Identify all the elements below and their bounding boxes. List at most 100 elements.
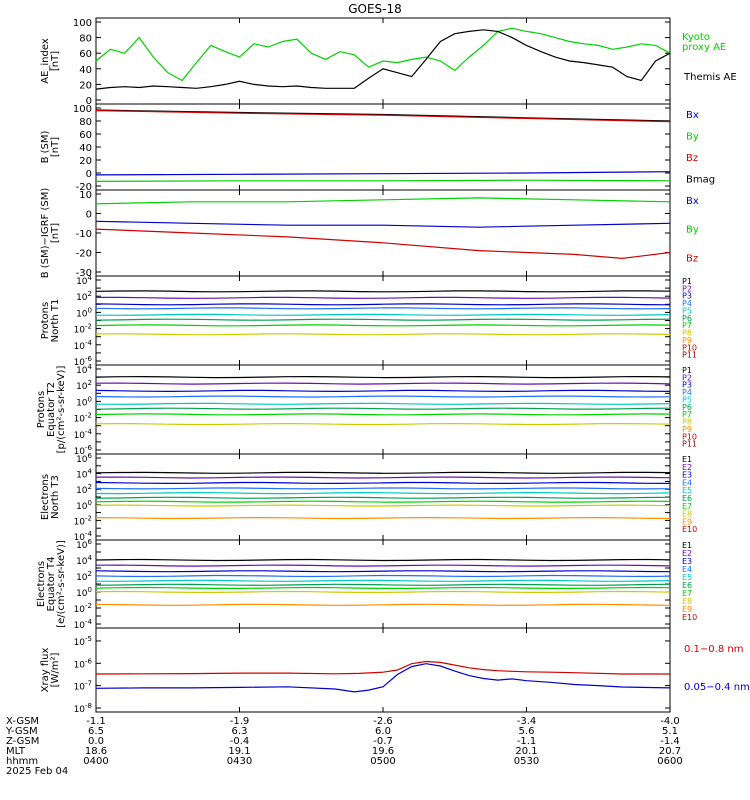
legend-label: E8 [682,597,692,606]
legend-label: E2 [682,463,692,472]
x-tick-label: 0500 [370,756,395,767]
y-axis-label: Electrons [36,561,47,607]
legend-label: Kyoto [682,32,710,43]
series-line-bz [95,110,671,123]
panel-frame [95,627,671,713]
y-tick-label: 10-6 [74,657,93,670]
legend-label: 0.05−0.4 nm [684,682,750,693]
x-tick-label: -0.4 [230,736,250,747]
y-tick-label: 10-2 [74,602,92,615]
x-tick-label: -0.7 [373,736,393,747]
y-tick-label: 102 [76,290,92,303]
channel-line [95,471,671,474]
legend-label: Bmag [686,175,715,186]
y-tick-label: 100 [76,499,92,512]
x-row-label: Z-GSM [6,736,39,747]
y-tick-label: 102 [76,483,92,496]
y-tick-label: 102 [76,379,92,392]
y-axis-label: Electrons [40,474,51,520]
x-row-label: 2025 Feb 04 [6,766,68,777]
legend-label: By [686,132,699,143]
legend-label: P3 [682,292,692,301]
channel-line [95,307,671,310]
channel-line [95,579,671,582]
y-axis-label: [p/(cm²-s-sr-keV)] [56,366,67,454]
legend-label: E5 [682,486,692,495]
channel-line [95,313,671,316]
channel-line [95,333,671,336]
x-row-label: hhmm [6,756,38,767]
y-axis-label: Equator T4 [46,557,57,612]
y-tick-label: 104 [76,363,92,376]
x-tick-label: 5.6 [519,726,535,737]
x-tick-label: 0400 [83,756,108,767]
channel-line [95,487,671,490]
legend-label: P2 [682,373,692,382]
y-tick-label: 0 [86,210,92,221]
y-tick-label: 100 [73,104,92,115]
channel-line [95,558,671,562]
x-tick-label: 0530 [514,756,539,767]
channel-line [96,296,671,299]
legend-label: E1 [682,455,692,464]
legend-label: P3 [682,381,692,390]
y-tick-label: 10-6 [74,355,93,368]
y-tick-label: 10 [79,190,92,201]
legend-label: P6 [682,403,692,412]
y-tick-label: 10-4 [74,530,93,543]
y-axis-label: Xray flux [40,648,51,693]
channel-line [95,407,671,410]
legend-label: E10 [682,525,697,534]
legend-label: E7 [682,502,692,511]
legend-label: E1 [682,541,692,550]
legend-label: Bz [686,253,698,264]
x-tick-label: 6.5 [88,726,104,737]
x-tick-label: -2.6 [373,716,393,727]
legend-label: E8 [682,510,692,519]
channel-line [95,389,671,393]
x-tick-label: 0600 [657,756,682,767]
legend-label: 0.1−0.8 nm [684,644,743,655]
legend-label: E3 [682,557,692,566]
y-tick-label: -20 [76,249,92,260]
x-tick-label: 6.3 [232,726,248,737]
x-tick-label: 20.7 [659,746,681,757]
y-tick-label: 104 [76,554,92,567]
y-tick-label: 40 [79,65,92,76]
channel-line [95,491,671,495]
y-tick-label: 10-5 [74,635,92,648]
legend-label: Bz [686,153,698,164]
channel-line [95,303,671,306]
legend-label: P1 [682,366,692,375]
legend-label: P7 [682,410,692,419]
x-tick-label: -1.1 [517,736,537,747]
channel-line [95,496,671,499]
x-tick-label: 5.1 [662,726,678,737]
series-line-bx [95,171,671,176]
channel-line [95,564,671,567]
legend-label: P7 [682,321,692,330]
legend-label: P8 [682,418,692,427]
y-axis-label: [nT] [50,137,61,157]
x-tick-label: 6.0 [375,726,391,737]
legend-label: Themis AE [683,72,737,83]
series-line-bz [95,228,671,260]
y-tick-label: 10-4 [74,428,93,441]
channel-line [95,422,671,426]
channel-line [95,395,671,398]
channel-line [95,375,671,379]
channel-line [95,590,671,594]
legend-label: P10 [682,343,697,352]
series-line-bx [95,220,671,228]
channel-line [95,516,671,520]
y-tick-label: 100 [73,18,92,29]
legend-label: E7 [682,589,692,598]
legend-label: P2 [682,284,692,293]
y-tick-label: 0 [86,96,92,107]
channel-line [95,382,671,385]
channel-line [95,413,671,416]
x-tick-label: 20.1 [515,746,537,757]
series-line-0-1-0-8-nm [95,660,670,675]
chart-title: GOES-18 [348,2,402,16]
